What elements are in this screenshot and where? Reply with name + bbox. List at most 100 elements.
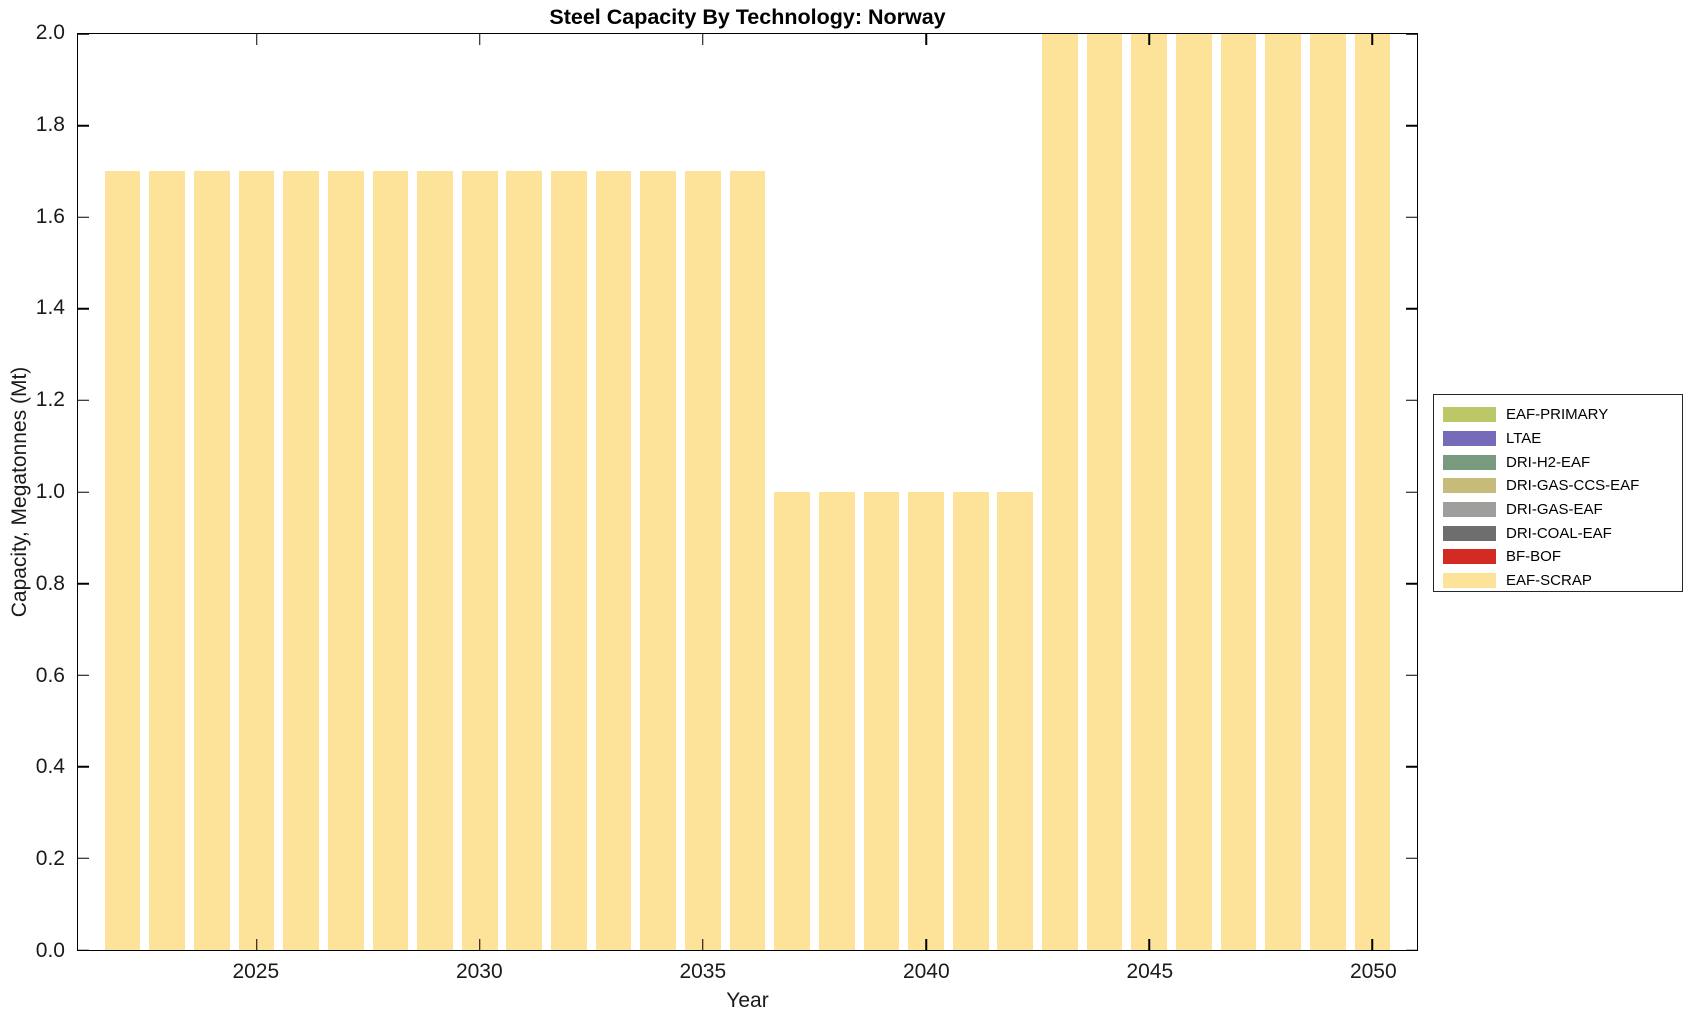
bar-eaf-scrap-2045 xyxy=(1131,34,1168,950)
bar-eaf-scrap-2032 xyxy=(551,171,587,950)
bar-eaf-scrap-2027 xyxy=(327,171,364,950)
bar-eaf-scrap-2042 xyxy=(997,492,1034,950)
x-tick-mark xyxy=(255,939,258,950)
y-tick-mark xyxy=(1406,399,1417,402)
y-tick-label: 0.4 xyxy=(35,755,65,779)
bar-eaf-scrap-2041 xyxy=(952,492,989,950)
legend-row: DRI-COAL-EAF xyxy=(1443,521,1682,545)
x-tick-mark xyxy=(925,34,927,45)
x-tick-label: 2045 xyxy=(1126,960,1174,983)
y-tick-label: 2.0 xyxy=(35,21,65,44)
legend-swatch-icon xyxy=(1443,573,1496,589)
bar-eaf-scrap-2035 xyxy=(685,171,721,950)
bar-eaf-scrap-2029 xyxy=(417,171,453,950)
y-tick-mark xyxy=(78,124,89,127)
legend-swatch-icon xyxy=(1443,454,1496,470)
y-tick-mark xyxy=(1406,216,1417,218)
x-tick-mark xyxy=(1148,939,1150,950)
x-tick-mark xyxy=(478,34,481,45)
legend-label: BF-BOF xyxy=(1506,548,1561,566)
legend-swatch-icon xyxy=(1443,525,1496,541)
y-tick-mark xyxy=(78,766,89,768)
legend-row: DRI-H2-EAF xyxy=(1443,450,1682,474)
bar-eaf-scrap-2034 xyxy=(640,171,677,950)
y-tick-label: 1.8 xyxy=(35,112,65,136)
bar-eaf-scrap-2025 xyxy=(238,171,275,950)
bar-eaf-scrap-2038 xyxy=(818,492,855,950)
x-tick-label: 2030 xyxy=(455,960,503,983)
legend-swatch-icon xyxy=(1443,478,1496,494)
legend-row: DRI-GAS-EAF xyxy=(1443,498,1682,522)
bar-eaf-scrap-2028 xyxy=(372,171,409,950)
legend-swatch-icon xyxy=(1443,431,1496,447)
bar-eaf-scrap-2022 xyxy=(104,171,141,950)
x-tick-label: 2025 xyxy=(232,960,280,983)
bar-eaf-scrap-2039 xyxy=(863,492,900,950)
y-tick-mark xyxy=(78,857,89,860)
legend-label: EAF-PRIMARY xyxy=(1506,406,1609,424)
chart-title: Steel Capacity By Technology: Norway xyxy=(549,5,946,29)
bar-eaf-scrap-2037 xyxy=(774,492,810,950)
x-tick-mark xyxy=(702,34,704,45)
y-tick-mark xyxy=(1406,33,1417,35)
bar-eaf-scrap-2047 xyxy=(1220,34,1257,950)
y-tick-label: 1.2 xyxy=(35,388,65,412)
legend-row: EAF-SCRAP xyxy=(1443,569,1682,593)
y-tick-mark xyxy=(78,582,89,585)
y-tick-label: 0.2 xyxy=(35,847,65,871)
bar-eaf-scrap-2024 xyxy=(194,171,230,950)
bar-eaf-scrap-2030 xyxy=(461,171,498,950)
x-axis-label: Year xyxy=(726,989,769,1012)
y-tick-mark xyxy=(1406,491,1417,493)
legend-swatch-icon xyxy=(1443,549,1496,565)
legend-row: DRI-GAS-CCS-EAF xyxy=(1443,474,1682,498)
y-tick-label: 1.4 xyxy=(35,296,65,320)
y-tick-mark xyxy=(78,33,89,35)
legend-row: LTAE xyxy=(1443,427,1682,451)
bar-eaf-scrap-2033 xyxy=(595,171,632,950)
x-tick-labels: 2025 2030 2035 2040 2045 2050 xyxy=(77,960,1418,986)
y-tick-mark xyxy=(78,491,89,493)
bar-eaf-scrap-2036 xyxy=(729,171,766,950)
plot-area xyxy=(77,33,1418,951)
bar-eaf-scrap-2046 xyxy=(1175,34,1212,950)
legend-label: EAF-SCRAP xyxy=(1506,572,1592,590)
x-tick-mark xyxy=(255,34,258,45)
legend: EAF-PRIMARY LTAE DRI-H2-EAF DRI-GAS-CCS-EAF… xyxy=(1433,394,1683,592)
y-tick-label: 0.6 xyxy=(35,663,65,687)
legend-label: DRI-H2-EAF xyxy=(1506,453,1591,471)
legend-label: LTAE xyxy=(1506,430,1542,448)
y-tick-mark xyxy=(78,308,89,310)
bar-eaf-scrap-2043 xyxy=(1042,34,1078,950)
legend-label: DRI-GAS-CCS-EAF xyxy=(1506,477,1640,495)
legend-swatch-icon xyxy=(1443,502,1496,518)
y-tick-mark xyxy=(78,399,89,402)
x-tick-mark xyxy=(1371,34,1374,45)
bar-eaf-scrap-2031 xyxy=(506,171,543,950)
bar-eaf-scrap-2044 xyxy=(1086,34,1123,950)
y-tick-labels: 0.0 0.2 0.4 0.6 0.8 1.0 1.2 1.4 1.6 1.8 2.0 xyxy=(0,21,65,962)
bar-eaf-scrap-2050 xyxy=(1354,34,1391,950)
y-tick-mark xyxy=(1406,308,1417,310)
y-tick-mark xyxy=(1406,582,1417,585)
x-tick-label: 2050 xyxy=(1349,960,1397,983)
bar-eaf-scrap-2023 xyxy=(149,171,186,950)
y-tick-label: 1.0 xyxy=(35,480,65,503)
y-tick-mark xyxy=(78,216,89,218)
bar-eaf-scrap-2048 xyxy=(1265,34,1301,950)
legend-row: EAF-PRIMARY xyxy=(1443,403,1682,427)
x-tick-mark xyxy=(1371,939,1374,950)
legend-label: DRI-COAL-EAF xyxy=(1506,524,1612,542)
x-tick-mark xyxy=(1148,34,1150,45)
y-tick-mark xyxy=(78,674,89,676)
y-tick-mark xyxy=(1406,124,1417,127)
y-tick-mark xyxy=(1406,949,1417,951)
bar-eaf-scrap-2049 xyxy=(1309,34,1346,950)
x-tick-label: 2040 xyxy=(902,960,950,983)
y-tick-mark xyxy=(78,949,89,951)
x-tick-label: 2035 xyxy=(679,960,727,983)
y-tick-mark xyxy=(1406,674,1417,676)
x-tick-mark xyxy=(925,939,927,950)
bar-eaf-scrap-2040 xyxy=(908,492,944,950)
